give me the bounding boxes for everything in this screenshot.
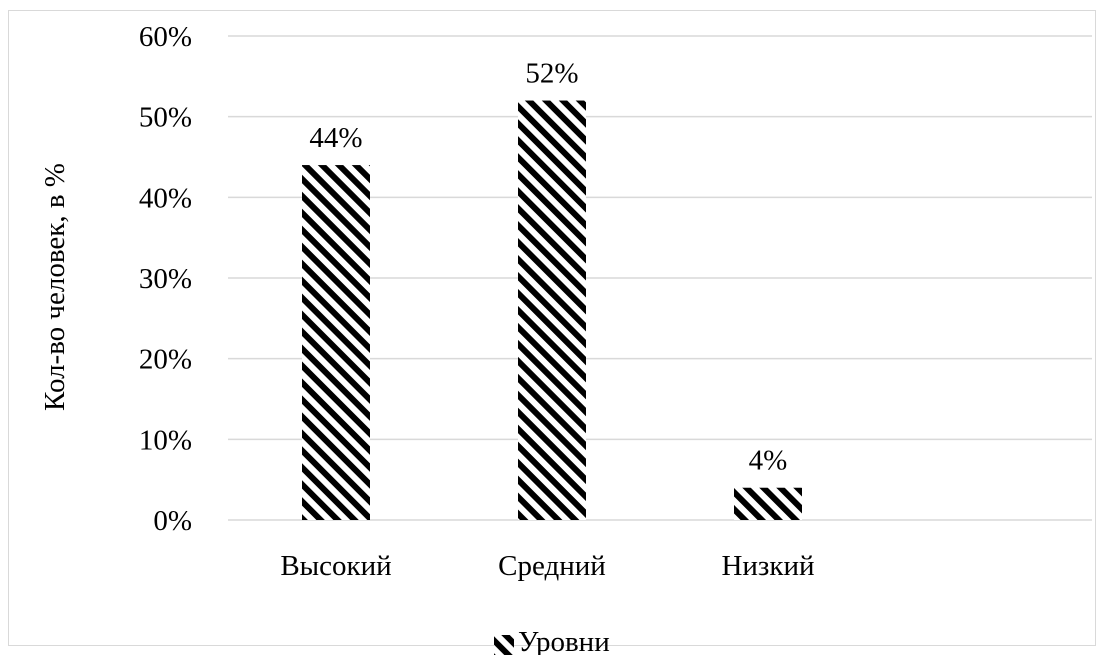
- legend-swatch: [494, 635, 514, 655]
- data-label: 52%: [525, 58, 578, 90]
- legend: Уровни: [494, 626, 610, 655]
- x-tick-label: Средний: [498, 550, 606, 582]
- bar-2: [518, 100, 586, 521]
- y-axis-title: Кол-во человек, в %: [39, 163, 71, 411]
- y-tick-label: 60%: [139, 21, 192, 53]
- bar-1: [302, 165, 370, 521]
- legend-label: Уровни: [518, 626, 610, 655]
- x-tick-label: Низкий: [721, 550, 814, 582]
- y-tick-label: 20%: [139, 344, 192, 376]
- x-axis-tick-labels: Высокий Средний Низкий: [280, 550, 814, 582]
- x-tick-label: Высокий: [280, 550, 391, 582]
- y-tick-label: 0%: [153, 505, 192, 537]
- y-tick-label: 40%: [139, 182, 192, 214]
- data-labels: 44% 52% 4%: [309, 58, 787, 477]
- y-axis-tick-labels: 0% 10% 20% 30% 40% 50% 60%: [139, 21, 192, 537]
- y-tick-label: 50%: [139, 102, 192, 134]
- data-label: 4%: [749, 445, 788, 477]
- bars: [302, 100, 802, 521]
- y-tick-label: 30%: [139, 263, 192, 295]
- y-tick-label: 10%: [139, 424, 192, 456]
- bar-3: [734, 487, 802, 520]
- gridlines: [228, 35, 1092, 521]
- data-label: 44%: [309, 122, 362, 154]
